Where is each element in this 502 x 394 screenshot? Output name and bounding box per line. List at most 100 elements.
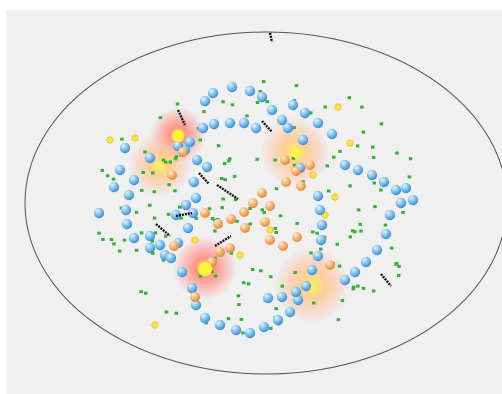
blue-particle (129, 175, 139, 185)
blue-particle (209, 119, 219, 129)
yellow-particle (347, 140, 353, 146)
orange-particle (296, 181, 306, 191)
green-particle (217, 144, 221, 147)
orange-particle (167, 170, 177, 180)
green-particle (337, 318, 341, 321)
green-particle (312, 302, 316, 305)
green-particle (224, 178, 228, 181)
green-particle (164, 235, 168, 238)
green-particle (338, 265, 342, 268)
orange-particle (178, 147, 188, 157)
green-particle (356, 145, 360, 148)
green-particle (221, 100, 225, 103)
green-particle (311, 230, 315, 233)
orange-particle (190, 292, 200, 302)
green-particle (295, 84, 299, 87)
blue-particle (353, 165, 363, 175)
blue-particle (317, 220, 327, 230)
green-particle (220, 177, 224, 180)
green-particle (251, 268, 255, 271)
blue-particle (177, 267, 187, 277)
orange-particle (291, 166, 301, 176)
green-particle (101, 238, 105, 241)
green-particle (151, 171, 155, 174)
green-particle (327, 190, 331, 193)
green-particle (263, 211, 267, 214)
blue-particle (245, 328, 255, 338)
orange-particle (278, 241, 288, 251)
green-particle (175, 312, 179, 315)
green-particle (199, 275, 203, 278)
green-particle (326, 164, 330, 167)
green-particle (275, 187, 279, 190)
green-particle (241, 331, 245, 334)
green-particle (97, 232, 101, 235)
blue-particle (263, 293, 273, 303)
green-particle (140, 231, 144, 234)
green-particle (338, 150, 342, 153)
blue-particle (372, 245, 382, 255)
green-particle (237, 303, 241, 306)
blue-particle (298, 135, 308, 145)
blue-particle (202, 162, 212, 172)
green-particle (153, 190, 157, 193)
green-particle (269, 327, 273, 330)
glow (128, 133, 192, 197)
green-particle (269, 275, 273, 278)
blue-particle (340, 275, 350, 285)
yellow-particle (332, 194, 338, 200)
green-particle (227, 317, 231, 320)
green-particle (153, 217, 157, 220)
green-particle (173, 189, 177, 192)
green-particle (144, 292, 148, 295)
blue-particle (367, 170, 377, 180)
blue-particle (145, 153, 155, 163)
green-particle (135, 211, 139, 214)
green-particle (118, 250, 122, 253)
green-particle (223, 162, 227, 165)
yellow-particle (335, 104, 341, 110)
green-particle (362, 287, 366, 290)
green-particle (221, 198, 225, 201)
blue-particle (189, 177, 199, 187)
blue-particle (340, 160, 350, 170)
green-particle (199, 139, 203, 142)
green-particle (231, 103, 235, 106)
green-particle (379, 189, 383, 192)
green-particle (362, 131, 366, 134)
blue-particle (316, 235, 326, 245)
orange-particle (292, 232, 302, 242)
orange-particle (169, 241, 179, 251)
blue-particle (391, 185, 401, 195)
green-particle (213, 230, 217, 233)
blue-particle (259, 322, 269, 332)
blue-particle (313, 191, 323, 201)
blue-particle (198, 123, 208, 133)
green-particle (336, 243, 340, 246)
green-particle (165, 311, 169, 314)
green-particle (214, 275, 218, 278)
green-particle (167, 213, 171, 216)
blue-particle (227, 82, 237, 92)
blue-particle (129, 233, 139, 243)
blue-particle (267, 105, 277, 115)
orange-particle (257, 188, 267, 198)
green-particle (384, 224, 388, 227)
green-particle (323, 106, 327, 109)
green-particle (359, 230, 363, 233)
green-particle (159, 116, 163, 119)
green-particle (275, 307, 279, 310)
orange-particle (226, 214, 236, 224)
green-particle (202, 110, 206, 113)
orange-particle (280, 155, 290, 165)
blue-particle (379, 177, 389, 187)
green-particle (315, 232, 319, 235)
yellow-particle (152, 322, 158, 328)
green-particle (123, 239, 127, 242)
blue-particle (192, 155, 202, 165)
green-particle (409, 157, 413, 160)
green-particle (357, 208, 361, 211)
blue-particle (231, 325, 241, 335)
yellow-particle (107, 137, 113, 143)
green-particle (295, 222, 299, 225)
